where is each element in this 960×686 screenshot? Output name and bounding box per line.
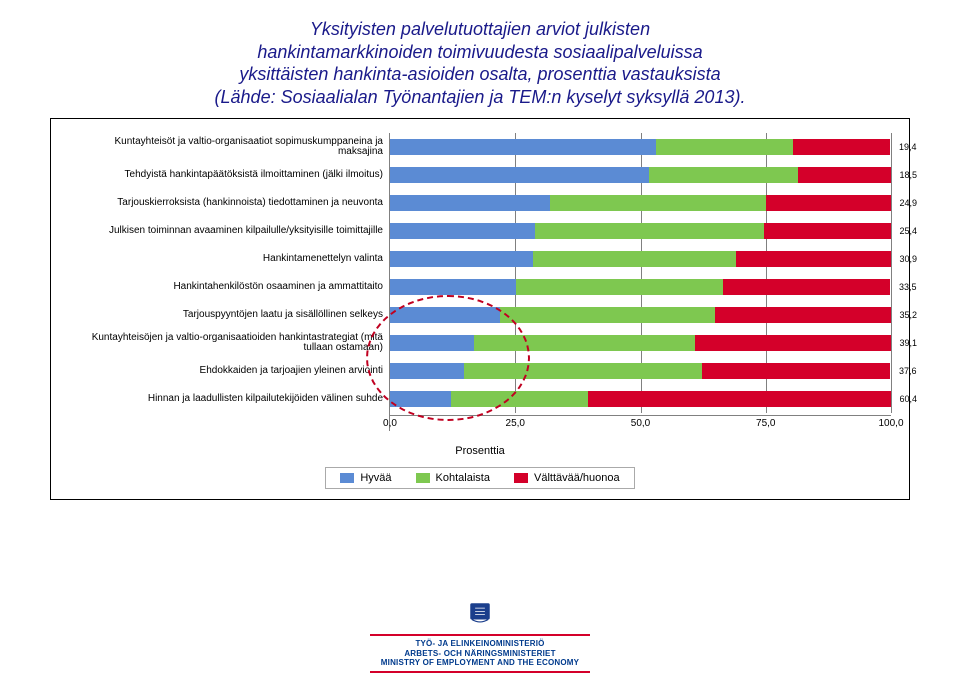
coat-of-arms-icon: [467, 600, 493, 626]
bar-row: 14,747,637,6: [390, 357, 891, 385]
bar-segment-good: 22,0: [390, 307, 500, 323]
y-axis-label: Tarjouspyyntöjen laatu ja sisällöllinen …: [69, 301, 389, 329]
y-axis-label: Julkisen toiminnan avaaminen kilpailulle…: [69, 217, 389, 245]
bar-segment-good: 16,8: [390, 335, 474, 351]
bar-value-label: 30,9: [899, 254, 917, 264]
bar-segment-fair: 27,5: [451, 391, 589, 407]
org-line: MINISTRY OF EMPLOYMENT AND THE ECONOMY: [0, 658, 960, 668]
bar-value-label: 33,5: [899, 282, 917, 292]
legend-item-poor: Välttävää/huonoa: [514, 472, 620, 484]
y-axis-label: Ehdokkaiden ja tarjoajien yleinen arvioi…: [69, 357, 389, 385]
y-axis-label: Kuntayhteisöjen ja valtio-organisaatioid…: [69, 329, 389, 357]
org-line: TYÖ- JA ELINKEINOMINISTERIÖ: [0, 639, 960, 649]
bar-segment-poor: 35,2: [715, 307, 891, 323]
y-axis-label: Hinnan ja laadullisten kilpailutekijöide…: [69, 385, 389, 413]
bar-segment-good: 51,7: [390, 167, 649, 183]
legend-swatch-fair: [416, 473, 430, 483]
bar-segment-poor: 33,5: [723, 279, 891, 295]
title-line: (Lähde: Sosiaalialan Työnantajien ja TEM…: [215, 87, 746, 107]
bar-segment-good: 28,6: [390, 251, 533, 267]
title-line: hankintamarkkinoiden toimivuudesta sosia…: [257, 42, 702, 62]
bar-segment-fair: 45,6: [535, 223, 763, 239]
bar-row: 29,045,625,4: [390, 217, 891, 245]
bar-segment-fair: 42,9: [500, 307, 715, 323]
bar-value-label: 18,5: [899, 170, 917, 180]
bar-row: 51,729,818,5: [390, 161, 891, 189]
x-tick-label: 100,0: [878, 418, 903, 429]
bar-value-label: 35,2: [899, 310, 917, 320]
bar-row: 53,127,419,4: [390, 133, 891, 161]
legend-swatch-good: [340, 473, 354, 483]
footer-accent-bar: [370, 634, 590, 636]
bar-segment-fair: 43,1: [550, 195, 766, 211]
legend-label: Hyvää: [360, 472, 391, 484]
bar-segment-poor: 37,6: [702, 363, 890, 379]
gridline: [891, 133, 892, 413]
bar-value-label: 37,6: [899, 366, 917, 376]
bar-segment-fair: 29,8: [649, 167, 798, 183]
bar-segment-good: 14,7: [390, 363, 464, 379]
bar-segment-good: 12,1: [390, 391, 451, 407]
bar-segment-good: 25,1: [390, 279, 516, 295]
bar-segment-fair: 47,6: [464, 363, 702, 379]
y-axis-label: Kuntayhteisöt ja valtio-organisaatiot so…: [69, 133, 389, 161]
title-line: yksittäisten hankinta-asioiden osalta, p…: [239, 64, 720, 84]
page: Yksityisten palvelutuottajien arviot jul…: [0, 0, 960, 686]
bar-value-label: 60,4: [899, 394, 917, 404]
bar-value-label: 24,9: [899, 198, 917, 208]
x-tick-label: 75,0: [756, 418, 775, 429]
chart-frame: Kuntayhteisöt ja valtio-organisaatiot so…: [50, 118, 910, 500]
bar-segment-poor: 30,9: [736, 251, 891, 267]
bar-segment-poor: 25,4: [764, 223, 891, 239]
legend-label: Kohtalaista: [436, 472, 490, 484]
y-axis-label: Hankintamenettelyn valinta: [69, 245, 389, 273]
bar-segment-good: 29,0: [390, 223, 535, 239]
bar-row: 16,844,139,1: [390, 329, 891, 357]
legend-item-fair: Kohtalaista: [416, 472, 490, 484]
org-line: ARBETS- OCH NÄRINGSMINISTERIET: [0, 649, 960, 659]
chart-plot: Kuntayhteisöt ja valtio-organisaatiot so…: [69, 133, 891, 431]
bars-area: 53,127,419,451,729,818,532,043,124,929,0…: [389, 133, 891, 431]
bar-segment-poor: 24,9: [766, 195, 891, 211]
legend-item-good: Hyvää: [340, 472, 391, 484]
bar-segment-poor: 60,4: [588, 391, 891, 407]
bar-segment-poor: 39,1: [695, 335, 891, 351]
x-axis-label: Prosenttia: [69, 445, 891, 457]
legend: Hyvää Kohtalaista Välttävää/huonoa: [325, 467, 634, 489]
bar-value-label: 19,4: [899, 142, 917, 152]
page-title: Yksityisten palvelutuottajien arviot jul…: [70, 18, 890, 108]
footer-accent-bar: [370, 671, 590, 673]
bar-value-label: 39,1: [899, 338, 917, 348]
x-tick-label: 25,0: [506, 418, 525, 429]
y-axis-label: Tarjouskierroksista (hankinnoista) tiedo…: [69, 189, 389, 217]
legend-swatch-poor: [514, 473, 528, 483]
bar-segment-fair: 41,3: [516, 279, 723, 295]
y-axis-label: Hankintahenkilöstön osaaminen ja ammatti…: [69, 273, 389, 301]
x-tick-label: 50,0: [631, 418, 650, 429]
bar-segment-poor: 19,4: [793, 139, 890, 155]
bar-segment-good: 32,0: [390, 195, 550, 211]
x-axis: 0,025,050,075,0100,0: [390, 415, 891, 434]
bar-segment-fair: 27,4: [656, 139, 793, 155]
bar-segment-fair: 44,1: [474, 335, 695, 351]
bar-value-label: 25,4: [899, 226, 917, 236]
title-line: Yksityisten palvelutuottajien arviot jul…: [310, 19, 650, 39]
bar-row: 25,141,333,5: [390, 273, 891, 301]
y-axis-label: Tehdyistä hankintapäätöksistä ilmoittami…: [69, 161, 389, 189]
bar-row: 28,640,630,9: [390, 245, 891, 273]
y-axis-labels: Kuntayhteisöt ja valtio-organisaatiot so…: [69, 133, 389, 431]
bar-segment-good: 53,1: [390, 139, 656, 155]
bar-segment-poor: 18,5: [798, 167, 891, 183]
legend-label: Välttävää/huonoa: [534, 472, 620, 484]
bar-row: 22,042,935,2: [390, 301, 891, 329]
bar-segment-fair: 40,6: [533, 251, 736, 267]
footer: TYÖ- JA ELINKEINOMINISTERIÖ ARBETS- OCH …: [0, 600, 960, 676]
x-tick-label: 0,0: [383, 418, 397, 429]
bar-row: 12,127,560,4: [390, 385, 891, 413]
bar-row: 32,043,124,9: [390, 189, 891, 217]
